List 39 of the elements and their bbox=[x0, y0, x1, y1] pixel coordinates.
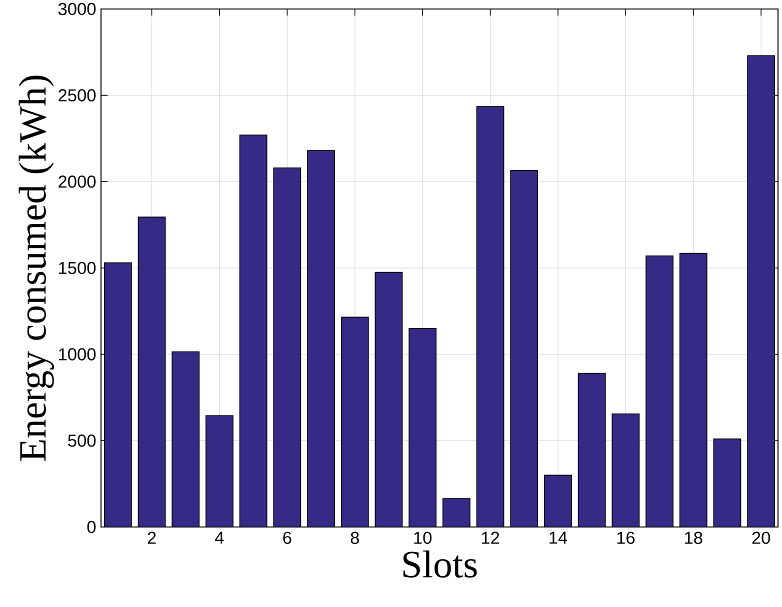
bar bbox=[578, 373, 606, 527]
x-tick-label: 10 bbox=[414, 532, 432, 544]
y-tick-label: 2500 bbox=[58, 89, 96, 102]
y-tick-label: 2000 bbox=[58, 176, 96, 188]
bar bbox=[274, 168, 301, 527]
bar bbox=[409, 328, 436, 527]
x-tick-label: 14 bbox=[550, 532, 568, 544]
y-tick-label: 0 bbox=[87, 520, 96, 534]
bar bbox=[206, 416, 234, 527]
bar bbox=[510, 170, 538, 527]
x-tick-label: 8 bbox=[350, 532, 359, 544]
bar bbox=[476, 106, 504, 527]
x-tick-label: 2 bbox=[148, 532, 156, 544]
x-tick-label: 16 bbox=[617, 532, 635, 544]
bar bbox=[307, 150, 335, 527]
y-tick-label: 1000 bbox=[59, 348, 96, 360]
bar bbox=[612, 414, 640, 527]
bar bbox=[747, 55, 776, 527]
bar bbox=[544, 475, 572, 527]
x-tick-label: 4 bbox=[215, 532, 224, 544]
bar bbox=[375, 272, 402, 527]
x-tick-label: 12 bbox=[482, 532, 500, 544]
bar bbox=[172, 352, 200, 527]
x-tick-label: 6 bbox=[283, 532, 292, 544]
y-tick-label: 3000 bbox=[58, 2, 96, 16]
x-tick-label: 18 bbox=[685, 532, 702, 544]
bar bbox=[714, 438, 741, 527]
bar bbox=[680, 253, 707, 527]
bar bbox=[442, 498, 470, 527]
bar bbox=[341, 317, 368, 527]
y-tick-label: 1500 bbox=[59, 262, 96, 274]
y-axis-title: Energy consumed (kWh) bbox=[18, 76, 54, 461]
bar bbox=[646, 256, 674, 527]
x-axis-title: Slots bbox=[403, 550, 477, 578]
x-tick-label: 20 bbox=[752, 532, 770, 544]
bar bbox=[240, 135, 267, 527]
y-tick-label: 500 bbox=[68, 434, 96, 447]
bar bbox=[138, 217, 166, 527]
bar bbox=[104, 262, 132, 527]
